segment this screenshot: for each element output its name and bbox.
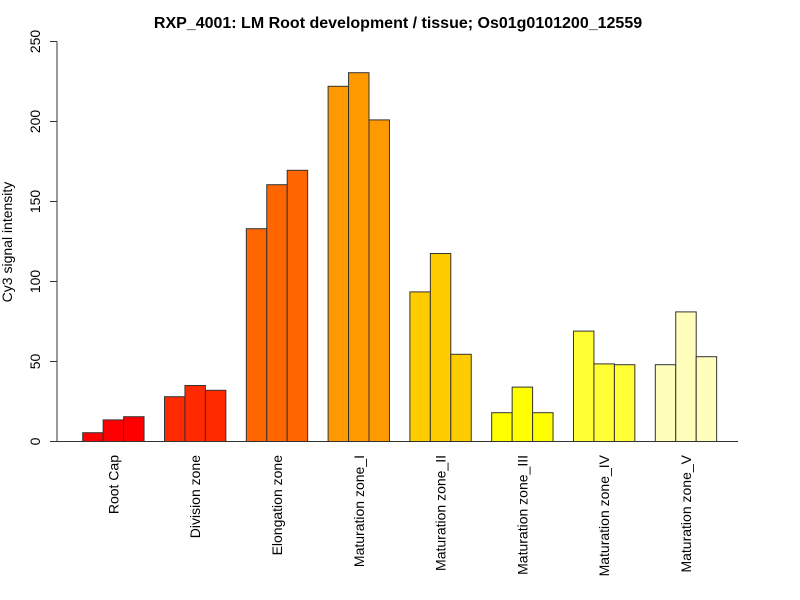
bar [245, 228, 268, 442]
bar [164, 396, 186, 443]
y-tick-label: 0 [27, 437, 43, 445]
bar [82, 432, 104, 443]
x-tick-label: Maturation zone_V [678, 454, 694, 572]
x-tick-label: Maturation zone_I [351, 455, 367, 567]
bar [675, 311, 697, 442]
y-axis: 0 50 100 150 200 250 [27, 30, 58, 445]
bar [654, 364, 677, 443]
bar [348, 72, 370, 442]
bar [491, 412, 513, 443]
chart-title: RXP_4001: LM Root development / tissue; … [154, 15, 642, 32]
bar [204, 389, 227, 442]
bar [429, 253, 452, 442]
y-tick-label: 250 [27, 30, 43, 54]
bars-group [82, 72, 718, 443]
bar [511, 386, 534, 443]
bar [593, 363, 615, 442]
bar [123, 416, 145, 443]
bar [184, 385, 206, 442]
bar [327, 85, 350, 443]
x-tick-label: Maturation zone_IV [596, 454, 612, 576]
bar [573, 330, 595, 443]
bar [266, 184, 288, 442]
bar [102, 419, 125, 442]
bar [286, 169, 309, 443]
bar [368, 119, 390, 443]
y-tick-label: 100 [27, 270, 43, 294]
x-tick-label: Division zone [187, 455, 203, 538]
x-tick-labels: Root Cap Division zone Elongation zone Matu… [105, 454, 694, 576]
x-tick-label: Maturation zone_III [514, 455, 530, 575]
x-tick-label: Root Cap [105, 455, 121, 514]
y-tick-label: 200 [27, 110, 43, 134]
x-tick-label: Maturation zone_II [433, 455, 449, 571]
y-tick-label: 50 [27, 354, 43, 370]
bar [450, 353, 472, 442]
x-tick-label: Elongation zone [269, 455, 285, 556]
bar [532, 412, 554, 443]
y-tick-label: 150 [27, 190, 43, 214]
bar [613, 364, 636, 443]
y-axis-label: Cy3 signal intensity [0, 182, 15, 303]
bar [695, 356, 718, 443]
bar [409, 291, 431, 442]
